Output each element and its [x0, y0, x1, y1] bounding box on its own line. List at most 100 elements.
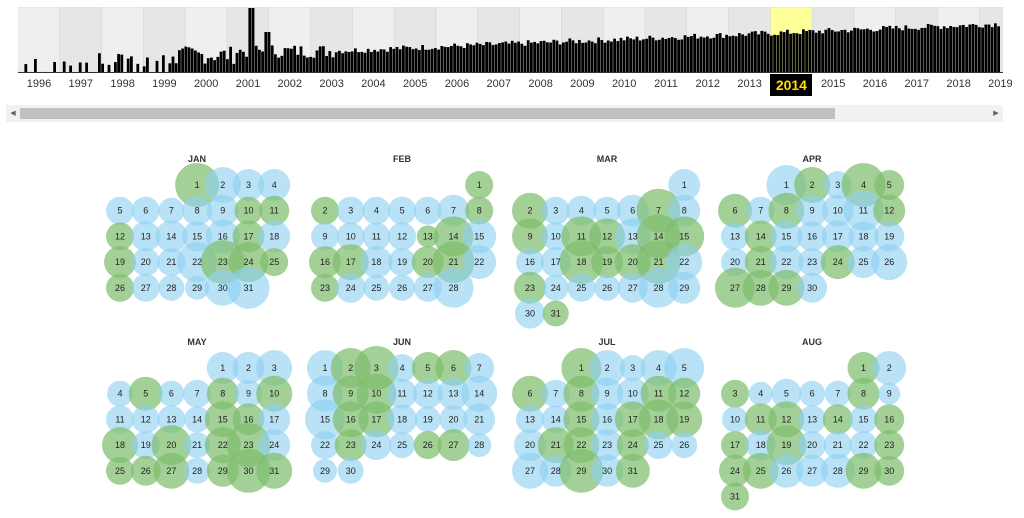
day-bubble[interactable] [158, 197, 185, 224]
day-bubble[interactable] [185, 275, 210, 300]
day-bubble[interactable] [874, 404, 905, 435]
year-label-1996[interactable]: 1996 [26, 78, 52, 90]
day-bubble[interactable] [305, 399, 345, 440]
day-bubble[interactable] [849, 405, 878, 434]
year-label-2009[interactable]: 2009 [570, 78, 595, 90]
day-bubble[interactable] [847, 352, 880, 384]
day-bubble[interactable] [258, 403, 291, 436]
day-bubble[interactable] [721, 482, 749, 511]
day-bubble[interactable] [874, 455, 905, 486]
day-bubble[interactable] [131, 405, 160, 434]
day-bubble[interactable] [824, 380, 851, 407]
day-bubble[interactable] [668, 271, 701, 304]
day-bubble[interactable] [467, 433, 492, 458]
day-bubble[interactable] [561, 348, 602, 388]
day-bubble[interactable] [798, 248, 827, 277]
day-bubble[interactable] [615, 453, 650, 488]
day-bubble[interactable] [742, 269, 779, 306]
day-bubble[interactable] [594, 274, 621, 301]
day-bubble[interactable] [797, 221, 828, 252]
year-label-1998[interactable]: 1998 [110, 78, 135, 90]
year-label-2016[interactable]: 2016 [862, 78, 888, 90]
day-bubble[interactable] [671, 432, 698, 459]
day-bubble[interactable] [619, 355, 646, 381]
day-bubble[interactable] [130, 221, 161, 252]
day-bubble[interactable] [226, 448, 271, 493]
day-bubble[interactable] [847, 246, 880, 279]
day-bubble[interactable] [768, 269, 805, 306]
year-label-2011[interactable]: 2011 [654, 78, 678, 90]
horizontal-scrollbar[interactable]: ◀ ▶ [6, 105, 1003, 122]
day-bubble[interactable] [541, 379, 570, 408]
day-bubble[interactable] [593, 196, 622, 225]
day-bubble[interactable] [591, 403, 624, 436]
day-bubble[interactable] [541, 405, 570, 434]
year-label-2002[interactable]: 2002 [277, 78, 303, 90]
day-bubble[interactable] [742, 452, 779, 489]
day-bubble[interactable] [512, 218, 548, 255]
day-bubble[interactable] [175, 163, 220, 207]
day-bubble[interactable] [668, 169, 701, 201]
day-bubble[interactable] [766, 165, 807, 205]
day-bubble[interactable] [411, 352, 444, 384]
day-bubble[interactable] [874, 430, 905, 461]
day-bubble[interactable] [337, 457, 364, 484]
day-bubble[interactable] [356, 373, 397, 414]
day-bubble[interactable] [591, 454, 624, 487]
year-label-2017[interactable]: 2017 [904, 78, 930, 90]
day-bubble[interactable] [796, 194, 829, 227]
day-bubble[interactable] [388, 354, 417, 382]
day-bubble[interactable] [770, 220, 803, 253]
day-bubble[interactable] [258, 169, 291, 201]
year-label-1999[interactable]: 1999 [152, 78, 177, 90]
day-bubble[interactable] [204, 167, 241, 203]
day-bubble[interactable] [822, 404, 853, 435]
day-bubble[interactable] [567, 273, 596, 302]
day-bubble[interactable] [463, 403, 496, 436]
day-bubble[interactable] [638, 267, 679, 308]
day-bubble[interactable] [722, 406, 748, 433]
day-bubble[interactable] [872, 351, 907, 385]
day-bubble[interactable] [259, 195, 290, 226]
day-bubble[interactable] [232, 169, 265, 201]
year-label-2008[interactable]: 2008 [528, 78, 553, 90]
day-bubble[interactable] [769, 245, 804, 280]
day-bubble[interactable] [388, 196, 417, 225]
day-bubble[interactable] [104, 246, 136, 279]
year-label-2015[interactable]: 2015 [820, 78, 846, 90]
day-bubble[interactable] [591, 377, 624, 410]
day-bubble[interactable] [206, 352, 239, 384]
year-band-1997[interactable] [59, 7, 102, 72]
day-bubble[interactable] [874, 221, 905, 252]
day-bubble[interactable] [106, 196, 134, 225]
year-label-2018[interactable]: 2018 [946, 78, 971, 90]
day-bubble[interactable] [771, 378, 802, 409]
day-bubble[interactable] [336, 222, 365, 251]
day-bubble[interactable] [768, 192, 805, 229]
day-bubble[interactable] [666, 401, 703, 438]
day-bubble[interactable] [664, 348, 705, 388]
day-bubble[interactable] [234, 379, 263, 408]
day-bubble[interactable] [878, 382, 901, 405]
day-bubble[interactable] [361, 430, 392, 461]
day-bubble[interactable] [413, 431, 442, 460]
day-bubble[interactable] [638, 399, 679, 440]
day-bubble[interactable] [542, 300, 569, 327]
day-bubble[interactable] [591, 246, 624, 279]
day-bubble[interactable] [873, 194, 906, 227]
day-bubble[interactable] [559, 240, 604, 285]
day-bubble[interactable] [542, 274, 569, 301]
day-bubble[interactable] [437, 429, 470, 462]
day-bubble[interactable] [563, 375, 600, 412]
day-bubble[interactable] [334, 429, 367, 462]
day-bubble[interactable] [258, 429, 291, 462]
day-bubble[interactable] [721, 222, 749, 251]
day-bubble[interactable] [184, 457, 211, 484]
day-bubble[interactable] [462, 245, 497, 280]
day-bubble[interactable] [158, 380, 185, 407]
day-bubble[interactable] [153, 452, 190, 489]
day-bubble[interactable] [416, 225, 439, 248]
day-bubble[interactable] [131, 196, 160, 225]
day-bubble[interactable] [256, 350, 293, 386]
day-bubble[interactable] [559, 448, 604, 493]
